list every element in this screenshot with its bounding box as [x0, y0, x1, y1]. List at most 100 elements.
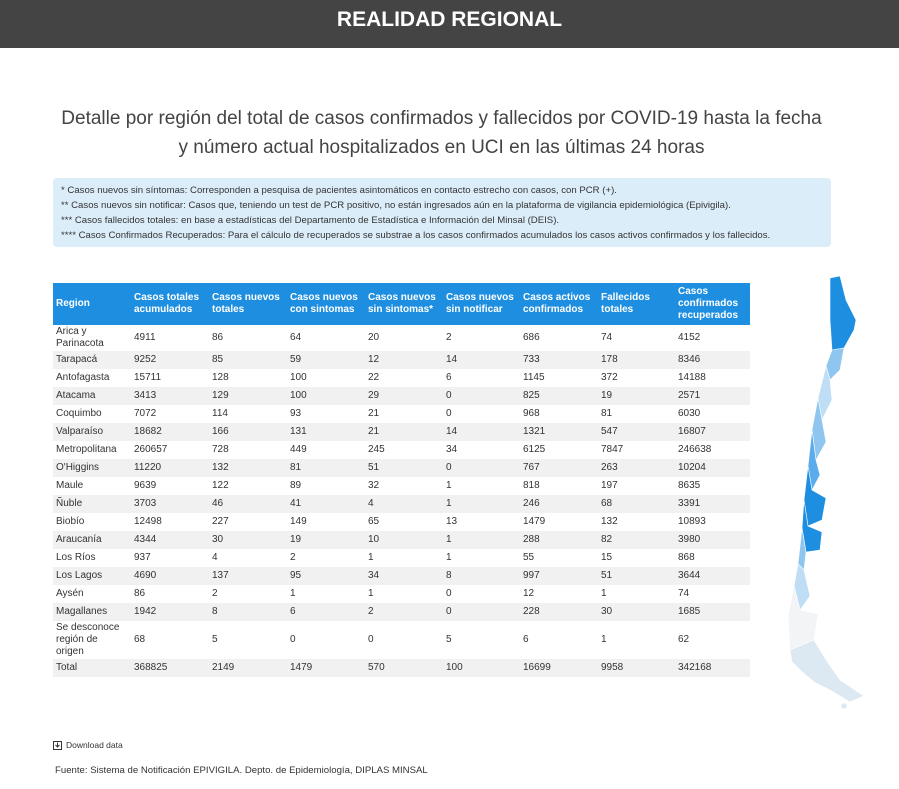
- value-cell: 81: [287, 459, 365, 477]
- value-cell: 0: [368, 634, 374, 645]
- value-cell: 166: [209, 423, 287, 441]
- column-header: Casos confirmados recuperados: [675, 283, 750, 325]
- table-body: Arica y Parinacota 4911 86 64 20 2 686 74 4152 Ta…: [53, 325, 750, 677]
- value-cell: 34: [446, 444, 458, 455]
- value-cell: 263: [598, 459, 675, 477]
- value-cell: 825: [520, 387, 598, 405]
- value-cell: 7072: [134, 408, 157, 419]
- value-cell: 1145: [523, 372, 545, 383]
- value-cell: 21: [368, 408, 380, 419]
- region-cell: Magallanes: [53, 603, 131, 621]
- value-cell: 9639: [134, 480, 157, 491]
- value-cell: 14188: [678, 372, 706, 383]
- value-cell: 6125: [523, 444, 546, 455]
- value-cell: 18682: [131, 423, 209, 441]
- value-cell: 30: [209, 531, 287, 549]
- value-cell: 51: [598, 567, 675, 585]
- value-cell: 30: [598, 603, 675, 621]
- value-cell: 12: [365, 351, 443, 369]
- value-cell: 8635: [678, 480, 701, 491]
- value-cell: 260657: [134, 444, 168, 455]
- value-cell: 1: [443, 495, 520, 513]
- value-cell: 5: [212, 634, 218, 645]
- value-cell: 288: [520, 531, 598, 549]
- value-cell: 3703: [131, 495, 209, 513]
- value-cell: 227: [212, 516, 229, 527]
- value-cell: 997: [520, 567, 598, 585]
- region-cell: Coquimbo: [56, 408, 102, 419]
- value-cell: 2: [365, 603, 443, 621]
- value-cell: 1479: [287, 659, 365, 677]
- value-cell: 131: [287, 423, 365, 441]
- value-cell: 0: [446, 588, 452, 599]
- value-cell: 4690: [131, 567, 209, 585]
- value-cell: 1: [446, 552, 452, 563]
- value-cell: 19: [287, 531, 365, 549]
- value-cell: 68: [598, 495, 675, 513]
- region-cell: Tarapacá: [53, 351, 131, 369]
- table-row: Total 368825 2149 1479 570 100 16699 9958 342168: [53, 659, 750, 677]
- notes-box: * Casos nuevos sin síntomas: Corresponde…: [53, 178, 831, 247]
- value-cell: 15711: [134, 372, 162, 383]
- column-header: Casos totales acumulados: [131, 283, 209, 325]
- value-cell: 46: [209, 495, 287, 513]
- table-row: Atacama 3413 129 100 29 0 825 19 2571: [53, 387, 750, 405]
- value-cell: 1321: [520, 423, 598, 441]
- value-cell: 59: [287, 351, 365, 369]
- value-cell: 733: [520, 351, 598, 369]
- value-cell: 13: [446, 516, 458, 527]
- region-cell: Aysén: [56, 588, 84, 599]
- value-cell: 65: [368, 516, 380, 527]
- column-header: Casos nuevos con sintomas: [287, 283, 365, 325]
- region-cell: Los Lagos: [53, 567, 131, 585]
- value-cell: 100: [443, 659, 520, 677]
- table-row: Maule 9639 122 89 32 1 818 197 8635: [53, 477, 750, 495]
- value-cell: 728: [212, 444, 229, 455]
- value-cell: 16699: [520, 659, 598, 677]
- value-cell: 686: [523, 332, 540, 343]
- value-cell: 11220: [131, 459, 209, 477]
- table-row: Biobío 12498 227 149 65 13 1479 132 10893: [53, 513, 750, 531]
- value-cell: 14: [443, 351, 520, 369]
- value-cell: 4: [365, 495, 443, 513]
- value-cell: 62: [678, 634, 690, 645]
- value-cell: 2571: [675, 387, 750, 405]
- value-cell: 19: [598, 387, 675, 405]
- main-title: Detalle por región del total de casos co…: [0, 104, 883, 162]
- value-cell: 12: [523, 588, 535, 599]
- column-header: Casos nuevos totales: [209, 283, 287, 325]
- value-cell: 10: [365, 531, 443, 549]
- value-cell: 8: [209, 603, 287, 621]
- value-cell: 3413: [131, 387, 209, 405]
- value-cell: 5: [446, 634, 452, 645]
- value-cell: 32: [368, 480, 380, 491]
- value-cell: 1: [368, 552, 374, 563]
- download-link[interactable]: Download data: [53, 740, 123, 751]
- value-cell: 1: [368, 588, 374, 599]
- title-line: Detalle por región del total de casos co…: [61, 108, 822, 129]
- value-cell: 818: [523, 480, 540, 491]
- value-cell: 1: [601, 588, 607, 599]
- value-cell: 95: [287, 567, 365, 585]
- value-cell: 21: [365, 423, 443, 441]
- header-title: REALIDAD REGIONAL: [0, 0, 899, 48]
- value-cell: 149: [290, 516, 307, 527]
- value-cell: 74: [601, 332, 613, 343]
- table-row: Antofagasta 15711 128 100 22 6 1145 372 14188: [53, 369, 750, 387]
- value-cell: 6: [523, 634, 529, 645]
- region-cell: Los Ríos: [56, 552, 96, 563]
- table-row: Metropolitana 260657 728 449 245 34 6125 7847 24…: [53, 441, 750, 459]
- region-cell: Maule: [56, 480, 84, 491]
- value-cell: 1479: [523, 516, 546, 527]
- value-cell: 3980: [675, 531, 750, 549]
- value-cell: 368825: [131, 659, 209, 677]
- column-header: Casos nuevos sin sintomas*: [365, 283, 443, 325]
- value-cell: 114: [212, 408, 228, 419]
- download-text[interactable]: Download data: [66, 740, 123, 750]
- value-cell: 767: [520, 459, 598, 477]
- region-cell: Araucanía: [53, 531, 131, 549]
- region-cell: Ñuble: [53, 495, 131, 513]
- value-cell: 51: [365, 459, 443, 477]
- value-cell: 197: [601, 480, 618, 491]
